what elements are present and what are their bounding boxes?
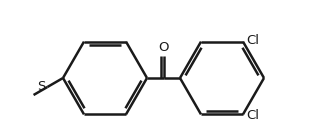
Text: Cl: Cl <box>246 34 259 47</box>
Text: Cl: Cl <box>246 109 259 122</box>
Text: O: O <box>158 41 169 54</box>
Text: S: S <box>38 80 46 94</box>
